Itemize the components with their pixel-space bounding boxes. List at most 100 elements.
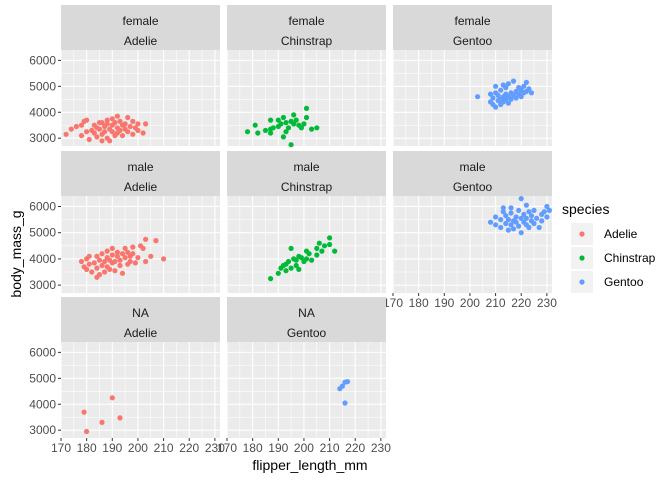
data-point: [130, 118, 136, 124]
x-tick-label: 230: [205, 441, 225, 455]
data-point: [508, 222, 514, 228]
facet-panel-na-gentoo: NA Gentoo 170 180 190 200 210 220 230: [217, 297, 391, 455]
data-point: [268, 130, 274, 136]
data-point: [117, 257, 123, 263]
data-point: [140, 130, 146, 136]
x-tick-label: 200: [294, 441, 314, 455]
strip-label-sex: male: [127, 160, 153, 174]
data-point: [503, 213, 509, 219]
data-point: [104, 117, 110, 123]
legend-label: Adelie: [604, 227, 638, 241]
data-point: [68, 126, 74, 132]
data-point: [135, 255, 141, 261]
data-point: [278, 121, 284, 127]
data-point: [541, 209, 547, 215]
data-point: [523, 202, 530, 208]
data-point: [539, 218, 545, 224]
data-point: [288, 265, 294, 271]
data-point: [316, 240, 322, 246]
data-point: [143, 121, 149, 127]
data-point: [127, 123, 133, 130]
strip-label-species: Gentoo: [453, 180, 493, 194]
data-point: [275, 117, 281, 123]
facet-strip: [61, 5, 220, 50]
data-point: [73, 123, 79, 130]
data-point: [544, 214, 550, 220]
x-tick-label: 190: [268, 441, 288, 455]
data-point: [140, 245, 146, 251]
data-point: [99, 251, 105, 257]
data-point: [498, 87, 504, 93]
data-point: [321, 243, 328, 249]
data-point: [122, 255, 128, 261]
data-point: [112, 268, 118, 274]
data-point: [107, 266, 113, 272]
strip-label-species: Adelie: [124, 180, 158, 194]
data-point: [531, 220, 537, 227]
data-point: [309, 257, 315, 263]
data-point: [518, 230, 524, 236]
data-point: [495, 92, 501, 98]
x-tick-label: 210: [320, 441, 340, 455]
legend-label: Gentoo: [604, 275, 644, 289]
data-point: [516, 223, 522, 229]
data-point: [309, 126, 315, 132]
data-point: [513, 214, 519, 220]
y-tick-label: 5000: [29, 226, 56, 240]
y-tick-label: 6000: [29, 199, 56, 213]
plot-area: [393, 50, 552, 146]
data-point: [86, 261, 92, 267]
facet-strip: [227, 297, 386, 342]
data-point: [96, 257, 103, 263]
y-tick-label: 3000: [29, 131, 56, 145]
data-point: [125, 249, 131, 255]
strip-label-species: Gentoo: [453, 34, 493, 48]
data-point: [86, 253, 92, 259]
data-point: [244, 129, 251, 135]
y-tick-label: 4000: [29, 397, 56, 411]
data-point: [332, 248, 338, 254]
data-point: [518, 215, 524, 221]
data-point: [513, 95, 519, 101]
data-point: [298, 255, 304, 261]
data-point: [487, 219, 494, 225]
data-point: [104, 248, 110, 254]
data-point: [148, 253, 154, 259]
y-tick-label: 6000: [29, 53, 56, 67]
data-point: [291, 121, 297, 127]
data-point: [528, 213, 535, 219]
data-point: [546, 207, 553, 213]
data-point: [270, 125, 276, 131]
data-point: [114, 253, 120, 259]
data-point: [99, 120, 105, 126]
data-point: [521, 83, 527, 89]
data-point: [119, 270, 126, 276]
data-point: [288, 142, 294, 148]
data-point: [130, 244, 136, 250]
data-point: [490, 95, 496, 101]
facet-strip: [393, 5, 552, 50]
data-point: [122, 121, 128, 127]
data-point: [94, 274, 100, 280]
data-point: [143, 258, 149, 265]
legend: species Adelie Chinstrap Gentoo: [562, 201, 656, 293]
data-point: [109, 252, 115, 258]
strip-label-sex: NA: [132, 306, 149, 320]
data-point: [475, 94, 481, 100]
data-point: [285, 258, 292, 265]
x-tick-label: 230: [371, 441, 391, 455]
data-point: [161, 256, 167, 262]
data-point: [296, 266, 302, 272]
data-point: [99, 419, 105, 425]
facet-panel-female-gentoo: female Gentoo: [392, 5, 552, 146]
data-point: [518, 196, 524, 202]
data-point: [135, 121, 141, 127]
data-point: [342, 400, 348, 406]
data-point: [122, 245, 128, 251]
data-point: [81, 118, 87, 124]
data-point: [493, 104, 499, 110]
data-point: [503, 220, 509, 227]
data-point: [89, 269, 95, 275]
data-point: [125, 114, 131, 121]
x-tick-label: 200: [128, 441, 148, 455]
